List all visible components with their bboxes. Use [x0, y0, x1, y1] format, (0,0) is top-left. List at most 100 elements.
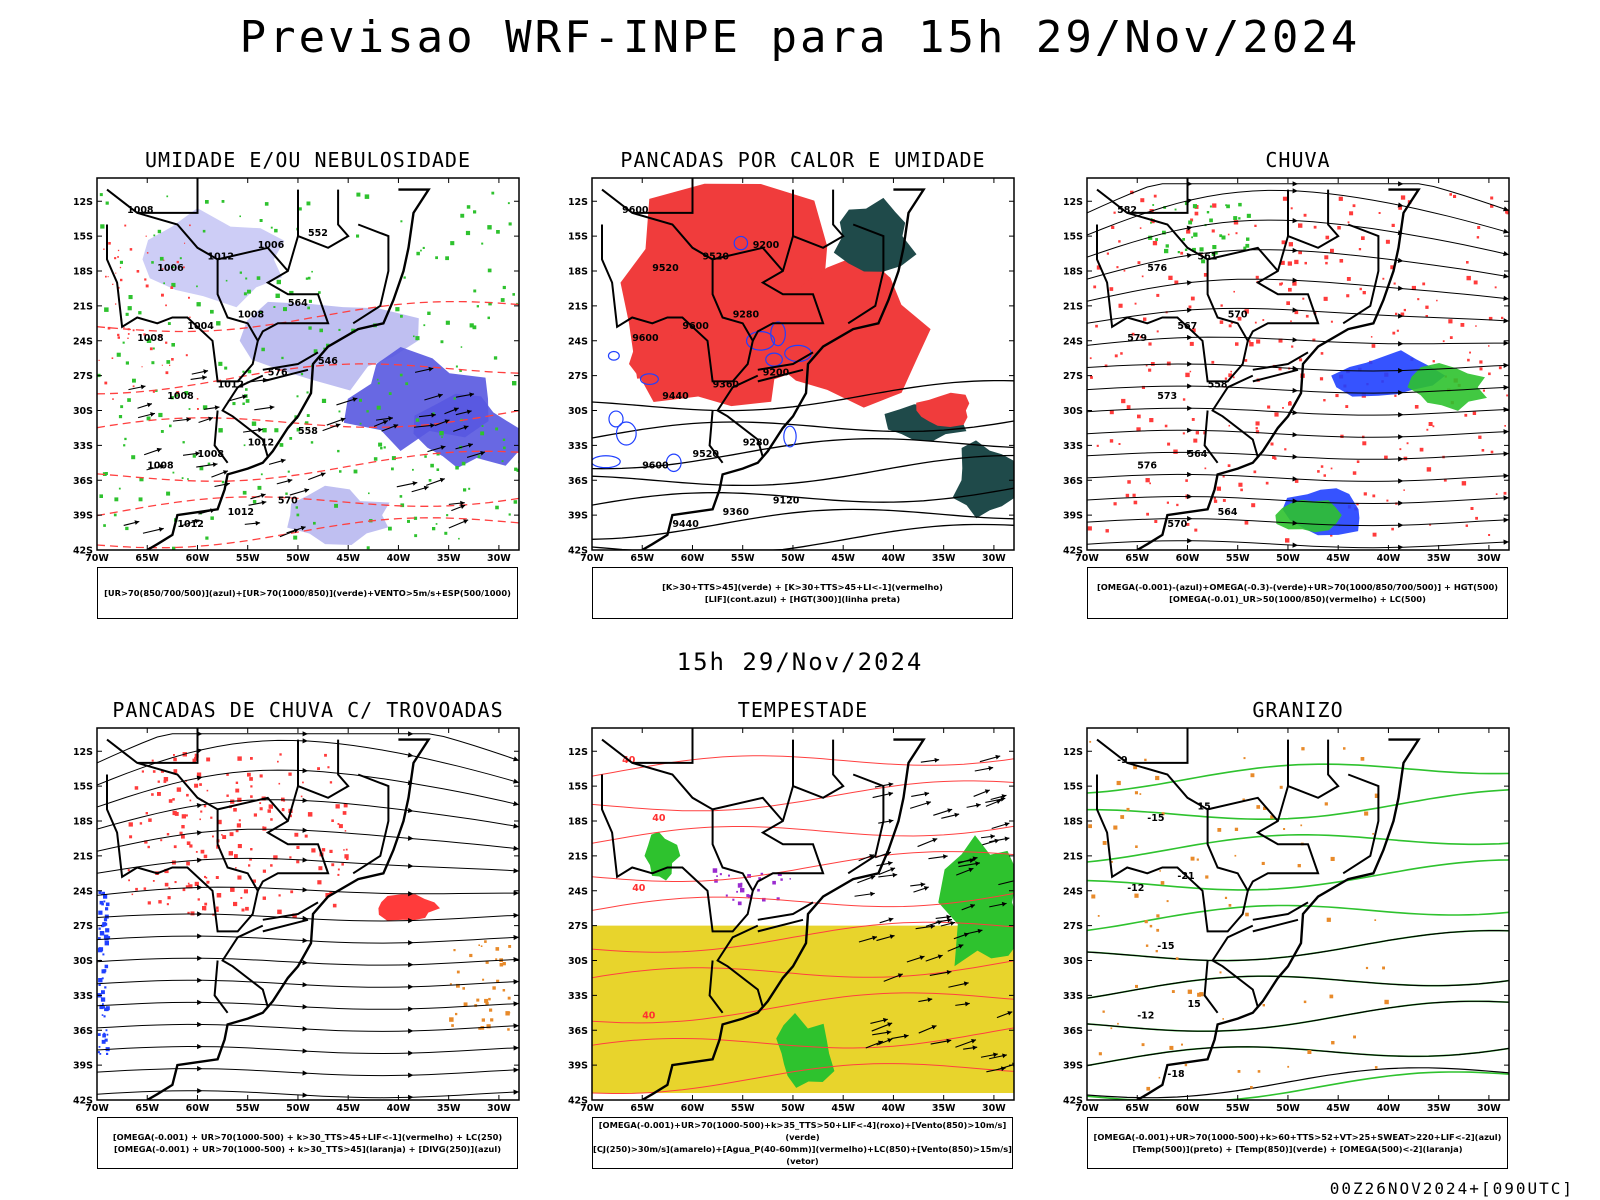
streamline-arrowhead: [1187, 493, 1193, 500]
wind-speckle-red: [159, 335, 161, 337]
storm-speckle-red: [329, 891, 333, 895]
vector-arrowhead: [159, 464, 165, 469]
vector-arrowhead: [150, 412, 155, 417]
contour-label: 9360: [723, 507, 750, 518]
wind-speckle-red: [132, 329, 135, 332]
storm-speckle-red: [186, 793, 189, 797]
vector-arrowhead: [156, 447, 162, 453]
divergence-speckle-blue: [97, 947, 103, 953]
storm-speckle-red: [343, 849, 345, 851]
humidity-speckle-green: [493, 356, 498, 360]
humidity-speckle-green: [275, 293, 280, 298]
rain-speckle-red: [1109, 410, 1114, 415]
political-border: [1252, 901, 1309, 921]
streamline-arrowhead: [513, 756, 519, 762]
lon-tick-label: 65W: [1125, 1103, 1149, 1114]
storm-speckle-orange: [499, 963, 504, 967]
lat-tick-label: 42S: [568, 1096, 588, 1107]
omega-speckle-orange: [1149, 924, 1153, 928]
storm-speckle-orange: [478, 944, 480, 946]
streamline-arrowhead: [1503, 251, 1509, 257]
rain-speckle-red: [1391, 223, 1395, 227]
storm-speckle-orange: [484, 940, 487, 943]
precip-water-contour: [592, 992, 1014, 1024]
political-border: [262, 351, 319, 371]
humidity-speckle-green: [172, 546, 176, 550]
humidity-speckle-green: [257, 485, 262, 490]
storm-speckle-red: [151, 793, 154, 796]
streamline: [1087, 307, 1509, 324]
storm-speckle-red: [204, 875, 206, 878]
vector-arrowhead: [934, 757, 940, 763]
humidity-speckle-green: [118, 487, 121, 490]
storm-speckle-red: [252, 879, 256, 883]
omega-speckle-orange: [1135, 845, 1138, 848]
storm-speckle-red: [233, 901, 238, 907]
humidity-speckle-green: [513, 500, 518, 504]
omega-speckle-orange: [1156, 914, 1160, 918]
vector-arrowhead: [423, 485, 429, 491]
vector-arrowhead: [212, 462, 218, 467]
vector-arrowhead: [208, 416, 214, 422]
wind-speckle-red: [117, 336, 120, 339]
lat-tick-label: 27S: [73, 371, 93, 382]
main-title: Previsao WRF-INPE para 15h 29/Nov/2024: [239, 12, 1361, 63]
vector-arrowhead: [888, 917, 894, 923]
humidity-speckle-green: [313, 349, 318, 353]
humidity-speckle-green: [187, 478, 189, 480]
vector-arrowhead: [340, 417, 346, 423]
humidity-speckle-green: [428, 479, 432, 482]
humidity-speckle-green: [415, 418, 420, 422]
humidity-speckle-green: [287, 470, 290, 473]
rain-speckle-green: [1184, 248, 1188, 251]
rain-speckle-red: [1503, 491, 1507, 495]
contour-label: 40: [652, 813, 666, 824]
humidity-speckle-green: [495, 427, 499, 431]
streamline: [1087, 407, 1509, 416]
lon-tick-label: 70W: [1075, 1103, 1099, 1114]
omega-speckle-orange: [1133, 765, 1138, 770]
lat-tick-label: 33S: [568, 441, 588, 452]
severe-speckle-purple: [725, 894, 728, 897]
streamline-arrowhead: [1292, 454, 1298, 460]
humidity-speckle-green: [264, 202, 269, 206]
streamline-arrowhead: [1503, 206, 1509, 212]
rain-speckle-red: [1490, 450, 1494, 454]
lat-tick-label: 24S: [1063, 336, 1083, 347]
omega-speckle-orange: [1160, 881, 1165, 885]
rain-speckle-red: [1372, 532, 1377, 537]
humidity-speckle-green: [435, 256, 438, 260]
streamline-arrowhead: [408, 1094, 414, 1100]
contour-label: 1008: [198, 449, 225, 460]
lat-tick-label: 39S: [568, 1061, 588, 1072]
streamline-arrowhead: [302, 1092, 308, 1098]
lon-tick-label: 50W: [286, 553, 310, 564]
humidity-speckle-green: [245, 388, 248, 391]
lon-tick-label: 60W: [1176, 1103, 1200, 1114]
vector-arrowhead: [304, 488, 310, 493]
severe-speckle-purple: [712, 868, 718, 873]
storm-speckle-red: [202, 906, 207, 911]
lon-tick-label: 30W: [1477, 1103, 1501, 1114]
coastline: [1136, 188, 1421, 550]
streamline-arrowhead: [1503, 407, 1509, 413]
vector-arrowhead: [897, 973, 903, 978]
rain-speckle-red: [1323, 399, 1326, 402]
humidity-speckle-green: [508, 222, 512, 226]
humidity-speckle-green: [207, 462, 211, 466]
humidity-speckle-green: [334, 503, 338, 508]
rain-speckle-red: [1288, 401, 1292, 404]
panel-legend: [OMEGA(-0.001) + UR>70(1000-500) + k>30_…: [97, 1117, 518, 1169]
lon-tick-label: 45W: [1326, 1103, 1350, 1114]
storm-speckle-red: [247, 772, 251, 777]
humidity-speckle-green: [114, 497, 119, 502]
storm-speckle-red: [166, 903, 169, 906]
vector-arrowhead: [335, 423, 341, 428]
political-border: [1207, 796, 1279, 822]
vector-arrowhead: [888, 791, 894, 797]
humidity-speckle-green: [247, 289, 251, 294]
storm-speckle-red: [277, 760, 279, 763]
humidity-speckle-green: [412, 468, 414, 471]
wind-speckle-red: [119, 266, 122, 269]
